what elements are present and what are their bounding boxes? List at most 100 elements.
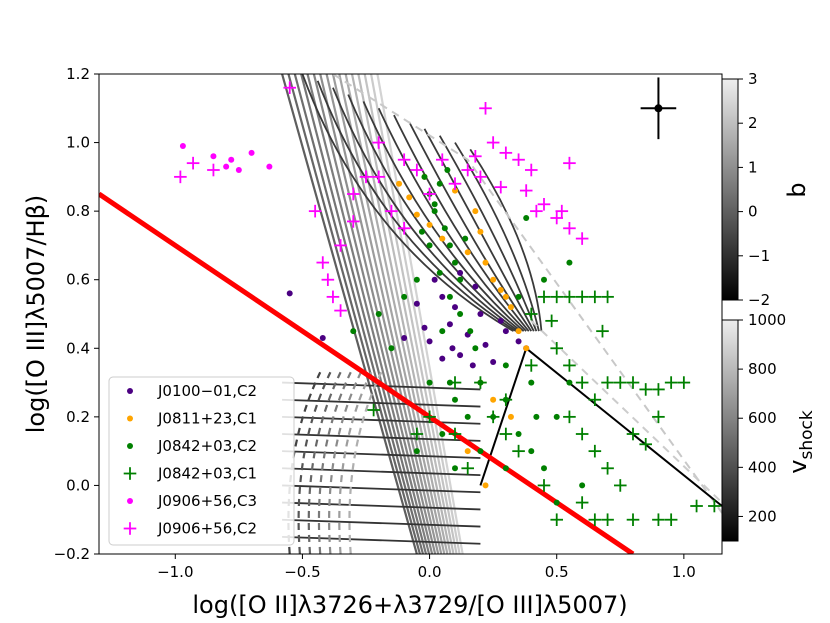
data-point xyxy=(515,431,522,437)
data-point xyxy=(228,156,235,163)
colorbar-tick-label: 400 xyxy=(748,458,777,476)
data-point xyxy=(444,167,451,173)
colorbar-tick-label: 0 xyxy=(748,203,758,221)
error-bar xyxy=(640,77,677,140)
data-point xyxy=(426,338,433,345)
data-point xyxy=(461,163,475,177)
shock-model-grid xyxy=(281,74,722,554)
data-point xyxy=(613,376,627,389)
data-point xyxy=(588,393,602,407)
data-point xyxy=(566,379,573,386)
data-point xyxy=(613,479,627,492)
y-tick-label: 0.8 xyxy=(66,202,90,220)
model-curve-dark xyxy=(282,398,481,408)
model-curve-dark xyxy=(316,80,517,332)
data-point xyxy=(515,338,522,345)
legend-item: J0100−01,C2 xyxy=(127,382,257,400)
y-tick-label: 0.4 xyxy=(66,339,90,357)
data-point xyxy=(541,465,547,472)
legend-box xyxy=(108,376,295,546)
data-point xyxy=(652,410,665,424)
data-point xyxy=(418,228,425,235)
data-point xyxy=(497,287,504,293)
model-curve-dark xyxy=(282,484,481,494)
data-point xyxy=(186,156,200,170)
series-2 xyxy=(350,167,586,506)
legend-marker xyxy=(127,498,133,504)
data-point xyxy=(426,379,433,386)
data-point xyxy=(497,317,504,324)
data-point xyxy=(563,359,576,372)
x-tick-label: −1.0 xyxy=(157,563,193,581)
data-point xyxy=(566,259,573,266)
data-point xyxy=(528,379,535,386)
data-point xyxy=(652,383,665,396)
model-curve-dark xyxy=(282,450,481,459)
data-point xyxy=(441,225,448,232)
legend-label: J0906+56,C2 xyxy=(157,520,257,538)
legend-marker xyxy=(127,388,133,394)
data-point xyxy=(677,376,691,389)
data-point xyxy=(626,376,640,389)
data-point xyxy=(435,153,449,167)
data-point xyxy=(372,170,386,184)
data-point xyxy=(474,376,487,389)
legend-item: J0906+56,C2 xyxy=(123,520,257,538)
colorbar-vshock: 1000 800 600 400 200 vshock xyxy=(721,311,817,542)
data-point xyxy=(457,311,464,317)
data-point xyxy=(464,448,471,455)
model-curve-dark xyxy=(282,535,481,545)
data-point xyxy=(626,513,640,527)
model-curve-black xyxy=(525,347,722,507)
data-point xyxy=(375,311,382,317)
model-curve-dark xyxy=(438,135,538,332)
data-point xyxy=(413,448,420,455)
y-tick-label: 0.6 xyxy=(66,271,90,289)
data-point xyxy=(461,461,475,475)
data-point xyxy=(469,362,476,369)
legend-label: J0811+23,C1 xyxy=(157,410,257,428)
model-curve-dashed xyxy=(530,320,722,504)
data-point xyxy=(553,499,560,506)
data-point xyxy=(588,290,602,304)
colorbar-b-gradient xyxy=(721,78,739,301)
data-point xyxy=(664,513,678,527)
colorbar-tick-label: 1000 xyxy=(748,311,786,329)
data-point xyxy=(321,273,335,287)
data-point xyxy=(575,427,589,441)
data-point xyxy=(448,177,462,191)
data-point xyxy=(210,153,217,160)
data-point xyxy=(545,314,558,328)
data-point xyxy=(413,211,420,218)
data-point xyxy=(248,149,255,156)
model-curve-light xyxy=(287,74,421,554)
model-curve-dashed xyxy=(328,371,362,554)
data-point xyxy=(537,197,551,211)
colorbar-tick-label: 600 xyxy=(748,409,777,427)
data-point xyxy=(426,221,433,228)
data-point xyxy=(515,293,522,300)
data-point xyxy=(499,427,513,441)
data-point xyxy=(601,290,614,304)
data-point xyxy=(563,290,576,304)
colorbar-b-label: b xyxy=(783,182,811,197)
data-point xyxy=(410,163,424,177)
colorbar-tick-label: 2 xyxy=(748,114,758,132)
data-point xyxy=(439,431,446,437)
colorbar-vshock-label-sub: shock xyxy=(797,410,817,459)
data-point xyxy=(477,448,484,455)
data-point xyxy=(446,321,453,328)
data-point xyxy=(555,204,569,218)
data-point xyxy=(550,211,564,225)
legend-label: J0842+03,C1 xyxy=(157,465,257,483)
y-tick-label: 0.0 xyxy=(66,476,90,494)
model-curve-dark xyxy=(282,518,481,528)
data-point xyxy=(316,256,330,269)
legend-item: J0811+23,C1 xyxy=(127,410,257,428)
x-axis-title: log([O II]λ3726+λ3729/[O III]λ5007) xyxy=(192,591,627,619)
data-point xyxy=(431,201,438,208)
data-point xyxy=(439,293,446,300)
data-point xyxy=(588,444,602,458)
data-point xyxy=(486,136,500,149)
legend-marker xyxy=(127,415,133,422)
